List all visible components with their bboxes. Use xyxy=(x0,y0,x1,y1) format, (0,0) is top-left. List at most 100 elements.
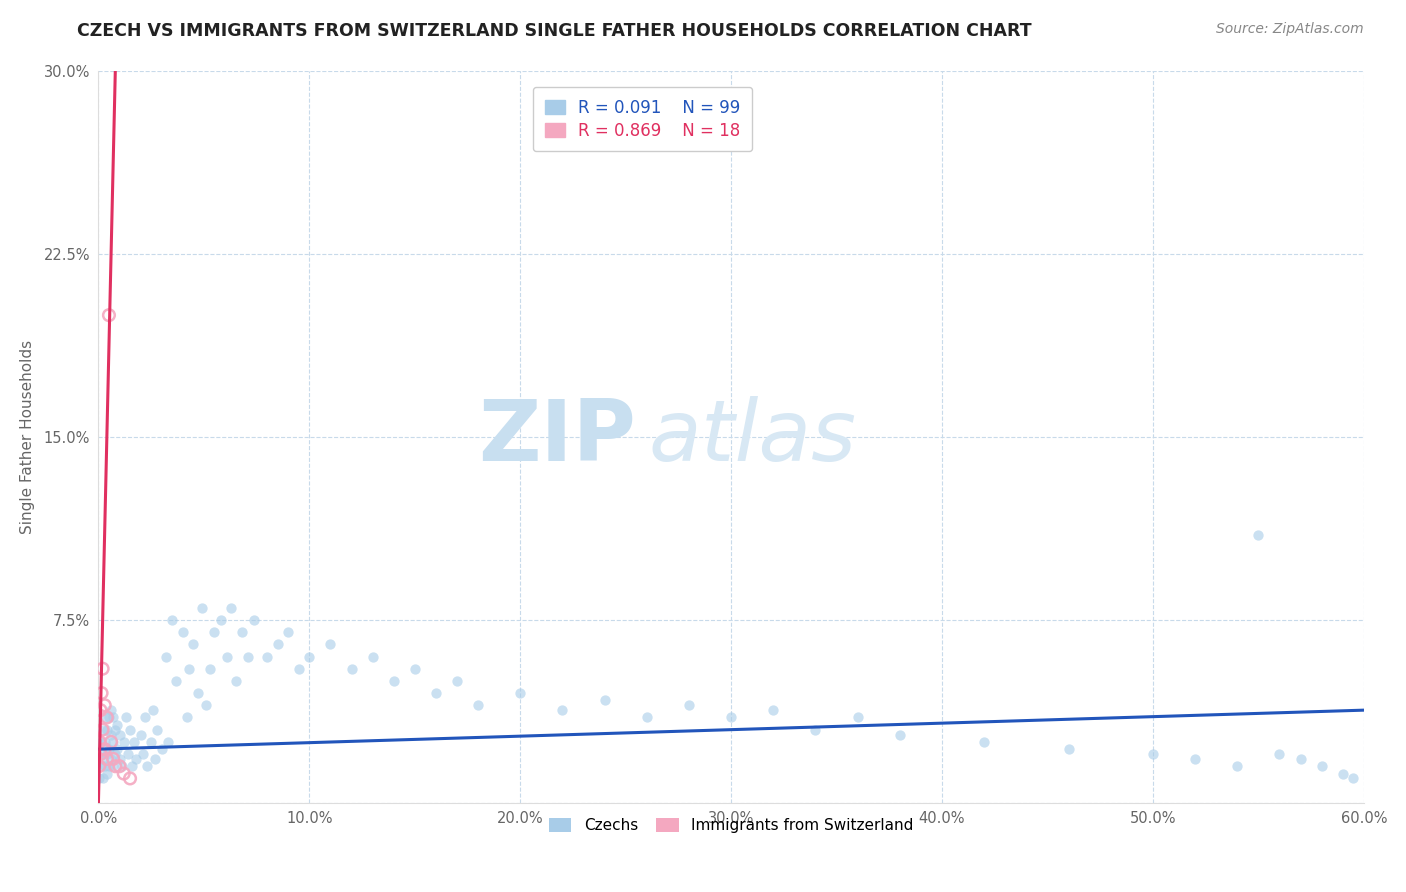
Point xyxy=(91,772,114,786)
Point xyxy=(1247,527,1270,541)
Point xyxy=(1343,772,1365,786)
Point xyxy=(973,735,995,749)
Text: CZECH VS IMMIGRANTS FROM SWITZERLAND SINGLE FATHER HOUSEHOLDS CORRELATION CHART: CZECH VS IMMIGRANTS FROM SWITZERLAND SIN… xyxy=(77,22,1032,40)
Point xyxy=(1226,759,1249,773)
Point xyxy=(340,662,363,676)
Point xyxy=(124,735,146,749)
Point xyxy=(287,662,309,676)
Point xyxy=(104,723,127,737)
Point xyxy=(96,747,118,761)
Point xyxy=(191,600,214,615)
Point xyxy=(98,742,121,756)
Point xyxy=(509,686,531,700)
Point xyxy=(91,662,114,676)
Point xyxy=(108,759,131,773)
Point xyxy=(382,673,405,688)
Point xyxy=(194,698,218,713)
Point xyxy=(236,649,259,664)
Point xyxy=(157,735,180,749)
Point xyxy=(142,703,165,717)
Point xyxy=(112,766,135,780)
Point xyxy=(90,735,112,749)
Text: atlas: atlas xyxy=(648,395,856,479)
Point xyxy=(90,759,112,773)
Point xyxy=(103,735,125,749)
Point xyxy=(98,710,121,724)
Point xyxy=(1268,747,1291,761)
Point xyxy=(93,735,117,749)
Point xyxy=(91,723,114,737)
Point xyxy=(96,752,118,766)
Point xyxy=(551,703,574,717)
Point xyxy=(425,686,447,700)
Point xyxy=(1310,759,1333,773)
Point xyxy=(132,747,155,761)
Point xyxy=(762,703,785,717)
Point xyxy=(104,747,127,761)
Point xyxy=(319,637,342,651)
Point xyxy=(112,735,135,749)
Point xyxy=(87,759,110,773)
Point xyxy=(129,727,152,741)
Point xyxy=(1289,752,1312,766)
Point xyxy=(93,710,117,724)
Point xyxy=(115,710,138,724)
Point xyxy=(100,703,122,717)
Point xyxy=(107,742,129,756)
Point xyxy=(1057,742,1080,756)
Point xyxy=(183,637,205,651)
Point xyxy=(446,673,468,688)
Point xyxy=(155,649,177,664)
Point xyxy=(217,649,239,664)
Point xyxy=(179,662,201,676)
Point xyxy=(298,649,321,664)
Point xyxy=(93,698,117,713)
Point xyxy=(108,727,131,741)
Point xyxy=(231,625,253,640)
Point xyxy=(100,752,122,766)
Point xyxy=(93,759,117,773)
Point xyxy=(889,727,911,741)
Point xyxy=(256,649,278,664)
Point xyxy=(91,723,114,737)
Point xyxy=(96,766,118,780)
Point xyxy=(121,759,143,773)
Point xyxy=(100,735,122,749)
Point xyxy=(136,759,159,773)
Point xyxy=(103,752,125,766)
Point xyxy=(720,710,742,724)
Point xyxy=(678,698,700,713)
Point xyxy=(100,727,122,741)
Point xyxy=(134,710,156,724)
Y-axis label: Single Father Households: Single Father Households xyxy=(20,340,35,534)
Point xyxy=(243,613,266,627)
Point xyxy=(145,752,166,766)
Point xyxy=(103,710,125,724)
Point xyxy=(117,747,139,761)
Point xyxy=(125,752,148,766)
Point xyxy=(108,752,131,766)
Point xyxy=(96,710,118,724)
Text: Source: ZipAtlas.com: Source: ZipAtlas.com xyxy=(1216,22,1364,37)
Point xyxy=(91,752,114,766)
Point xyxy=(225,673,247,688)
Point xyxy=(1184,752,1206,766)
Point xyxy=(104,759,127,773)
Point xyxy=(107,718,129,732)
Point xyxy=(90,686,112,700)
Point xyxy=(111,759,132,773)
Point xyxy=(361,649,384,664)
Point xyxy=(219,600,243,615)
Point xyxy=(103,759,125,773)
Point xyxy=(176,710,198,724)
Point xyxy=(166,673,188,688)
Point xyxy=(89,772,111,786)
Point xyxy=(186,686,209,700)
Point xyxy=(90,747,112,761)
Point xyxy=(120,723,141,737)
Point xyxy=(267,637,290,651)
Point xyxy=(209,613,232,627)
Point xyxy=(141,735,163,749)
Point xyxy=(162,613,183,627)
Point xyxy=(467,698,489,713)
